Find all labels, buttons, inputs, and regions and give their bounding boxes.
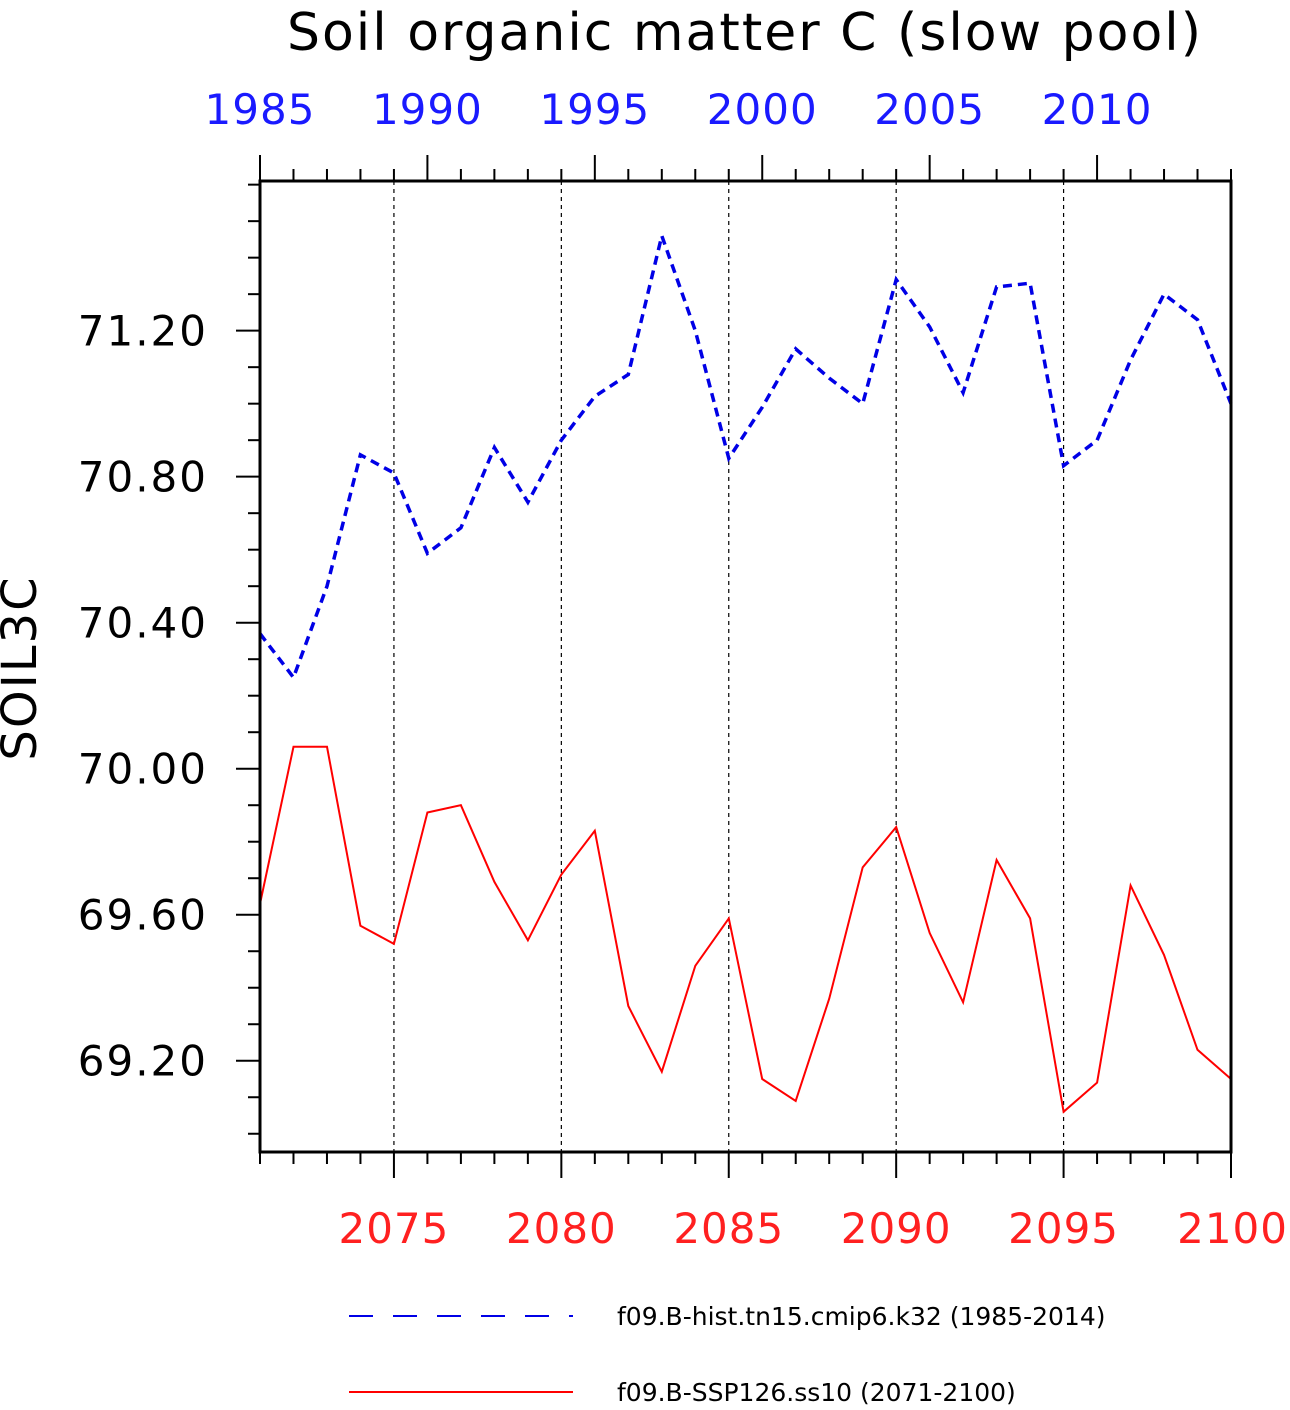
chart-title: Soil organic matter C (slow pool): [287, 3, 1203, 63]
series-line-hist: [258, 229, 1233, 682]
y-tick-label: 69.20: [78, 1037, 208, 1086]
series-line-ssp126: [259, 745, 1232, 1114]
axis-ticks: [236, 155, 1232, 1178]
y-axis-label: SOIL3C: [0, 575, 48, 760]
legend-label: f09.B-SSP126.ss10 (2071-2100): [617, 1378, 1016, 1407]
x-top-tick-label: 2005: [874, 85, 985, 134]
x-top-tick-label: 1985: [205, 85, 316, 134]
legend: f09.B-hist.tn15.cmip6.k32 (1985-2014) f09…: [349, 1302, 1105, 1407]
x-top-tick-label: 2010: [1042, 85, 1153, 134]
y-tick-label: 69.60: [78, 891, 208, 940]
y-tick-label: 70.80: [78, 453, 208, 502]
series-lines: [258, 229, 1233, 1114]
x-bottom-tick-label: 2090: [841, 1204, 952, 1253]
grid-lines: [393, 181, 1065, 1152]
y-tick-label: 70.40: [78, 599, 208, 648]
x-bottom-tick-label: 2085: [673, 1204, 784, 1253]
y-tick-label: 71.20: [78, 307, 208, 356]
x-top-tick-label: 2000: [707, 85, 818, 134]
plot-frame: [258, 179, 1233, 1154]
x-top-tick-labels: 1985 1990 1995 2000 2005 2010: [205, 85, 1153, 134]
x-bottom-tick-label: 2075: [338, 1204, 449, 1253]
x-bottom-tick-labels: 2075 2080 2085 2090 2095 2100: [338, 1204, 1288, 1253]
x-top-tick-label: 1990: [372, 85, 483, 134]
y-tick-label: 70.00: [78, 745, 208, 794]
x-top-tick-label: 1995: [539, 85, 650, 134]
x-bottom-tick-label: 2095: [1008, 1204, 1119, 1253]
legend-label: f09.B-hist.tn15.cmip6.k32 (1985-2014): [617, 1302, 1105, 1331]
x-bottom-tick-label: 2100: [1177, 1204, 1288, 1253]
x-bottom-tick-label: 2080: [506, 1204, 617, 1253]
y-tick-labels: 69.20 69.60 70.00 70.40 70.80 71.20: [78, 307, 208, 1086]
